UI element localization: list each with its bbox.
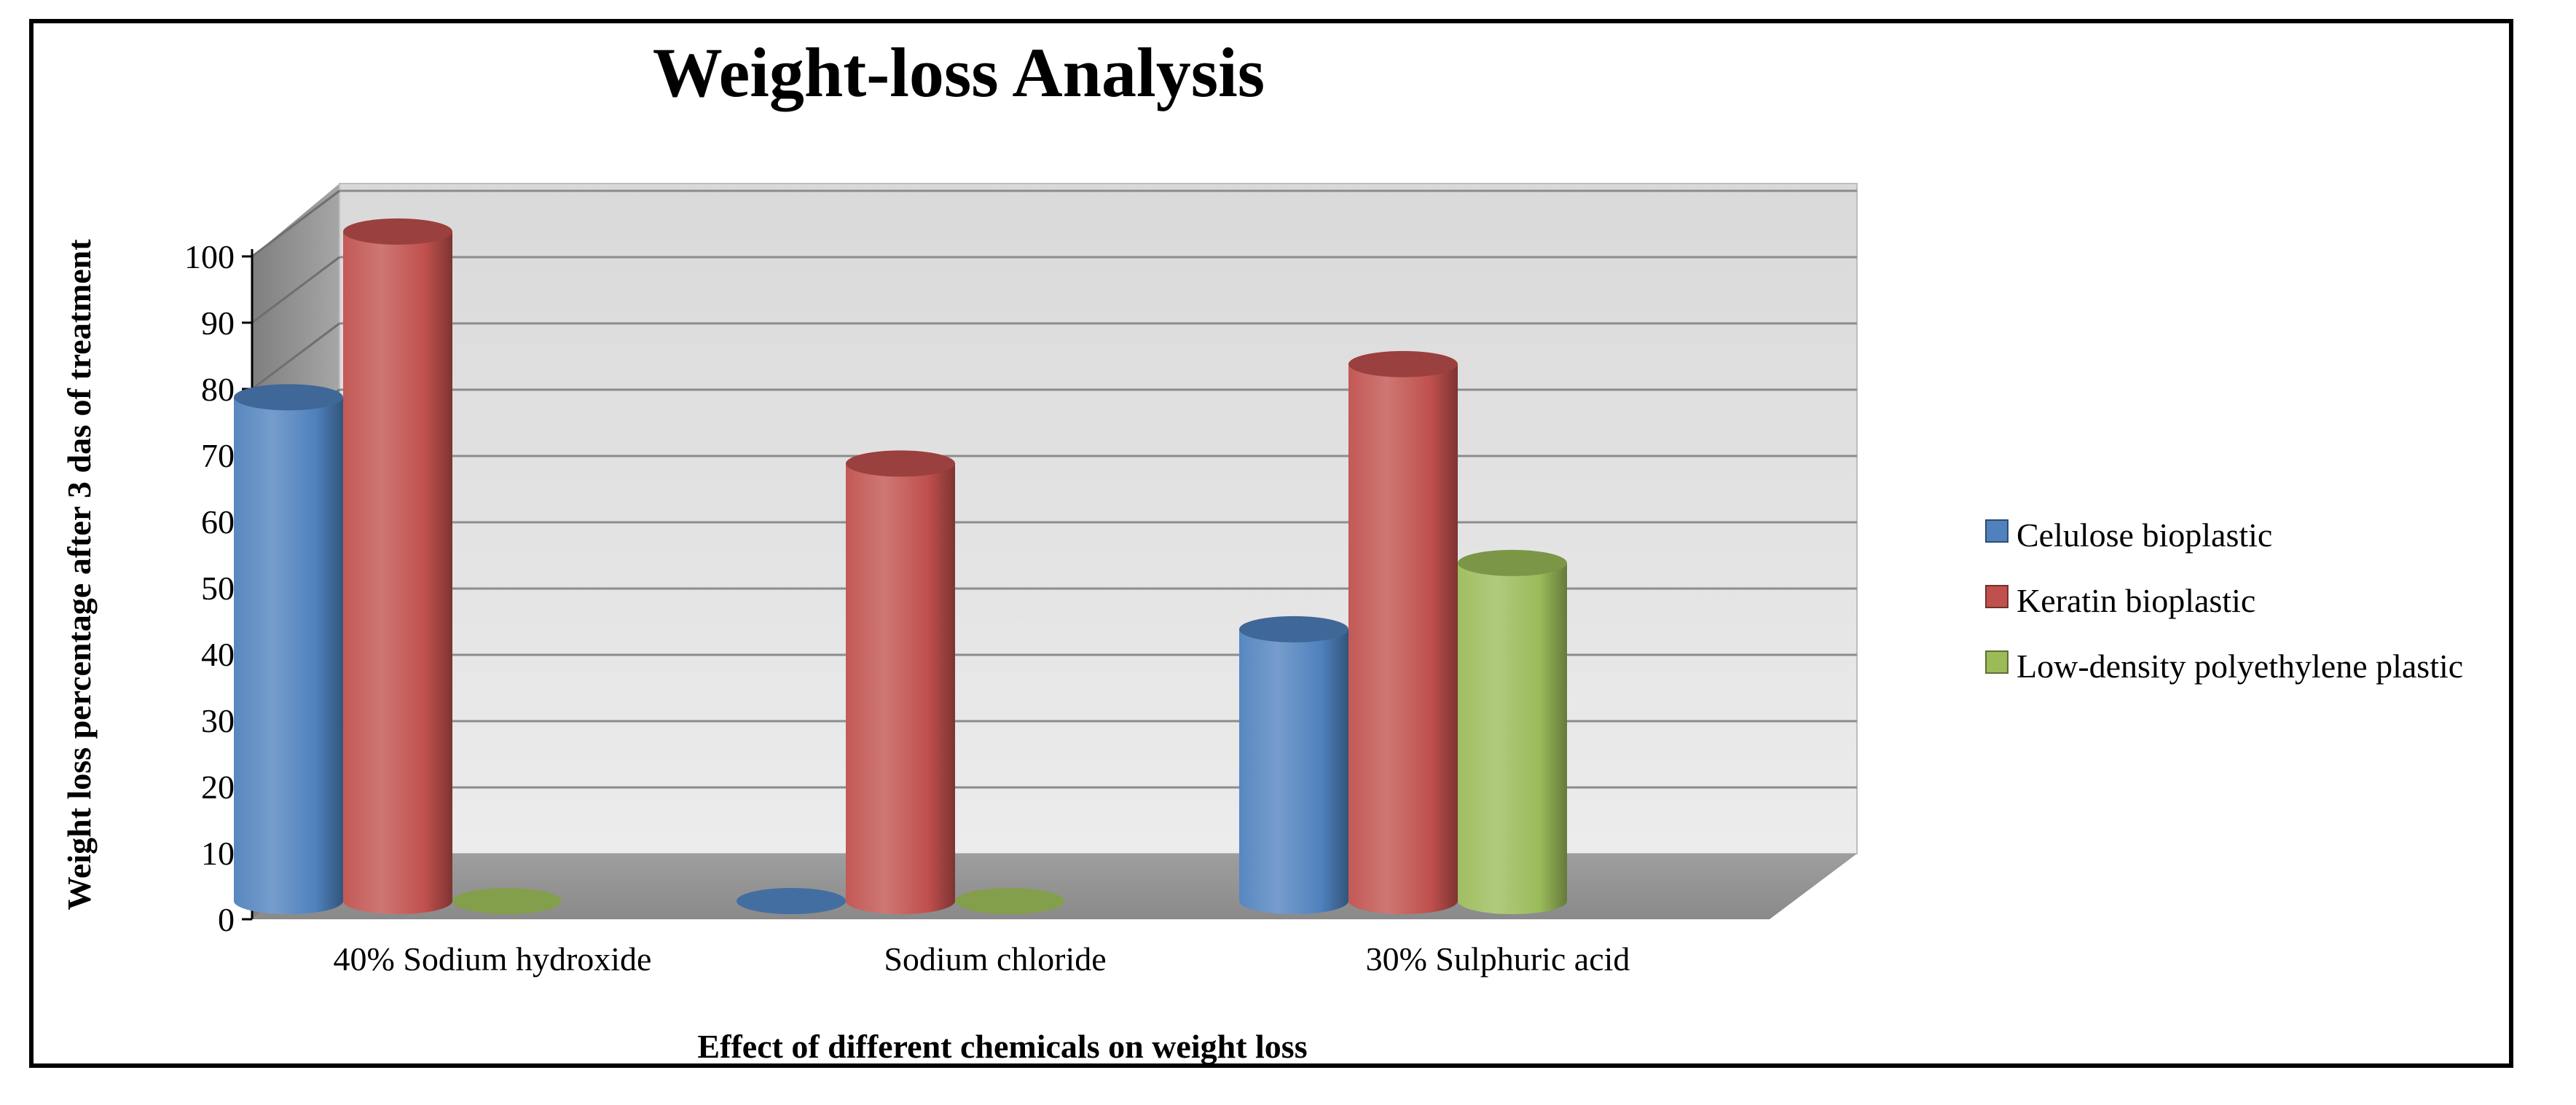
- bar-low-density-polyethylene-plastic-2: [955, 888, 1064, 914]
- y-tick-label: 90: [201, 304, 235, 342]
- bar-base: [955, 888, 1064, 914]
- bar-base: [452, 888, 562, 914]
- y-tick-label: 40: [201, 636, 235, 673]
- plot-walls: [252, 183, 1858, 919]
- x-category-label: 40% Sodium hydroxide: [334, 940, 652, 978]
- chart-title: Weight-loss Analysis: [653, 34, 1265, 111]
- y-tick-label: 80: [201, 371, 235, 408]
- bar-keratin-bioplastic-3: [1348, 350, 1458, 914]
- bar-celulose-bioplastic-1: [234, 384, 343, 914]
- y-axis-title: Weight loss percentage after 3 das of tr…: [60, 239, 98, 911]
- x-category-label: Sodium chloride: [884, 940, 1106, 978]
- bar-celulose-bioplastic-3: [1239, 616, 1348, 914]
- y-tick-label: 30: [201, 702, 235, 739]
- back-wall: [339, 183, 1858, 854]
- x-axis-title: Effect of different chemicals on weight …: [697, 1028, 1307, 1063]
- gridline-side: [251, 322, 340, 390]
- y-tick-label: 50: [201, 570, 235, 607]
- y-tick-label: 70: [201, 437, 235, 474]
- legend-label: Keratin bioplastic: [2017, 582, 2255, 619]
- gridline-side: [251, 256, 340, 324]
- legend-label: Low-density polyethylene plastic: [2017, 648, 2463, 685]
- bar-body: [1458, 562, 1567, 914]
- bar-body: [1239, 629, 1348, 914]
- x-category-label: 30% Sulphuric acid: [1366, 940, 1630, 978]
- bar-low-density-polyethylene-plastic-1: [452, 888, 562, 914]
- legend-swatch: [1985, 585, 2008, 608]
- bar-top: [234, 384, 343, 411]
- bar-keratin-bioplastic-1: [343, 218, 452, 914]
- bar-keratin-bioplastic-2: [846, 450, 955, 914]
- bar-body: [1348, 363, 1458, 914]
- legend: Celulose bioplastic Keratin bioplastic Low…: [1985, 516, 2463, 685]
- bar-celulose-bioplastic-2: [737, 888, 846, 914]
- y-ticks: 0 10 20 30 40 50 60 70 80 90 100: [184, 238, 254, 938]
- y-tick-label: 10: [201, 835, 235, 872]
- bar-base: [737, 888, 846, 914]
- bar-low-density-polyethylene-plastic-3: [1458, 549, 1567, 914]
- bar-top: [846, 450, 955, 477]
- gridline-side: [251, 189, 340, 258]
- y-tick-label: 20: [201, 768, 235, 806]
- bar-top: [343, 218, 452, 245]
- bar-top: [1458, 549, 1567, 576]
- legend-swatch: [1985, 519, 2008, 543]
- category-labels: 40% Sodium hydroxide Sodium chloride 30% S…: [334, 940, 1630, 978]
- legend-label: Celulose bioplastic: [2017, 516, 2272, 554]
- bar-body: [846, 463, 955, 914]
- y-tick-label: 100: [184, 238, 235, 275]
- y-tick-label: 60: [201, 503, 235, 540]
- bar-top: [1239, 616, 1348, 642]
- legend-swatch: [1985, 650, 2008, 674]
- chart-frame: Weight-loss Analysis 0 10 20 30 40 50 60 70 80 90…: [29, 19, 2513, 1068]
- y-tick-label: 0: [218, 901, 235, 938]
- bar-body: [234, 397, 343, 914]
- bar-body: [343, 231, 452, 914]
- bar-top: [1348, 350, 1458, 377]
- bars: [234, 218, 1567, 914]
- chart-svg: Weight-loss Analysis 0 10 20 30 40 50 60 70 80 90…: [60, 34, 2463, 1063]
